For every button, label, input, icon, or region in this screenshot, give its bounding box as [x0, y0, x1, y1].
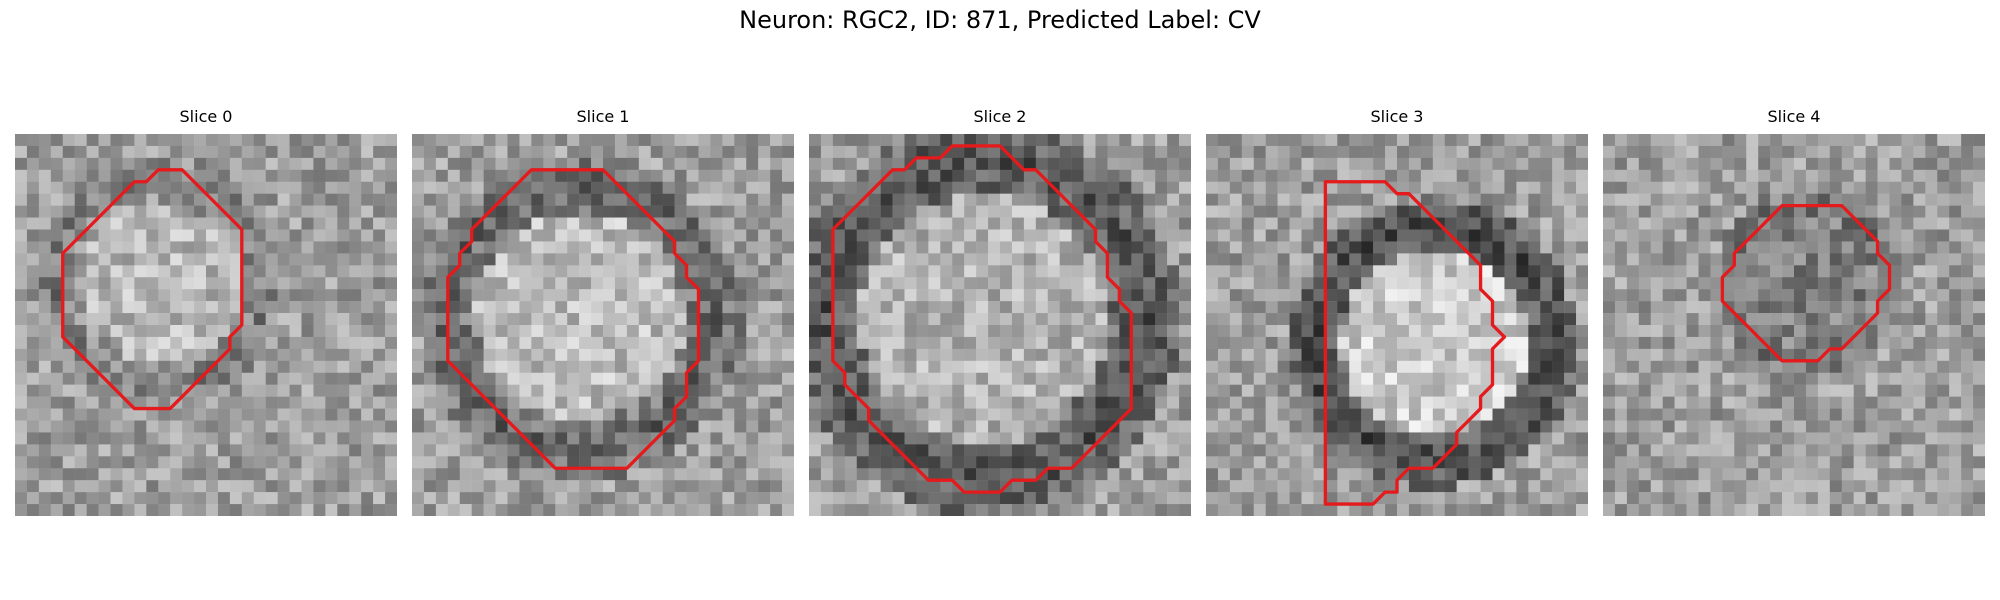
slice-image-0: [15, 134, 397, 516]
pixel-grid: [1206, 134, 1588, 516]
slice-panel-2: Slice 2: [809, 107, 1191, 517]
slice-panel-4: Slice 4: [1603, 107, 1985, 517]
figure-title: Neuron: RGC2, ID: 871, Predicted Label: …: [739, 6, 1261, 34]
slice-title-3: Slice 3: [1370, 107, 1424, 126]
slice-image-2: [809, 134, 1191, 516]
segmentation-contour: [61, 168, 244, 411]
slice-image-4: [1603, 134, 1985, 516]
segmentation-contour: [1720, 203, 1892, 363]
segmentation-contour: [831, 144, 1133, 494]
pixel-grid: [412, 134, 794, 516]
slice-panel-1: Slice 1: [412, 107, 794, 517]
slice-title-0: Slice 0: [179, 107, 233, 126]
slice-panel-3: Slice 3: [1206, 107, 1588, 517]
slice-title-2: Slice 2: [973, 107, 1027, 126]
pixel-grid: [809, 134, 1191, 516]
slice-title-4: Slice 4: [1767, 107, 1821, 126]
pixel-grid: [15, 134, 397, 516]
slice-image-3: [1206, 134, 1588, 516]
pixel-grid: [1603, 134, 1985, 516]
slice-image-1: [412, 134, 794, 516]
slice-panels: Slice 0 Slice 1 Slice 2 Slice 3 Slice 4: [15, 107, 1985, 517]
slice-panel-0: Slice 0: [15, 107, 397, 517]
slice-title-1: Slice 1: [576, 107, 630, 126]
segmentation-contour: [1323, 180, 1507, 506]
segmentation-contour: [446, 168, 701, 470]
